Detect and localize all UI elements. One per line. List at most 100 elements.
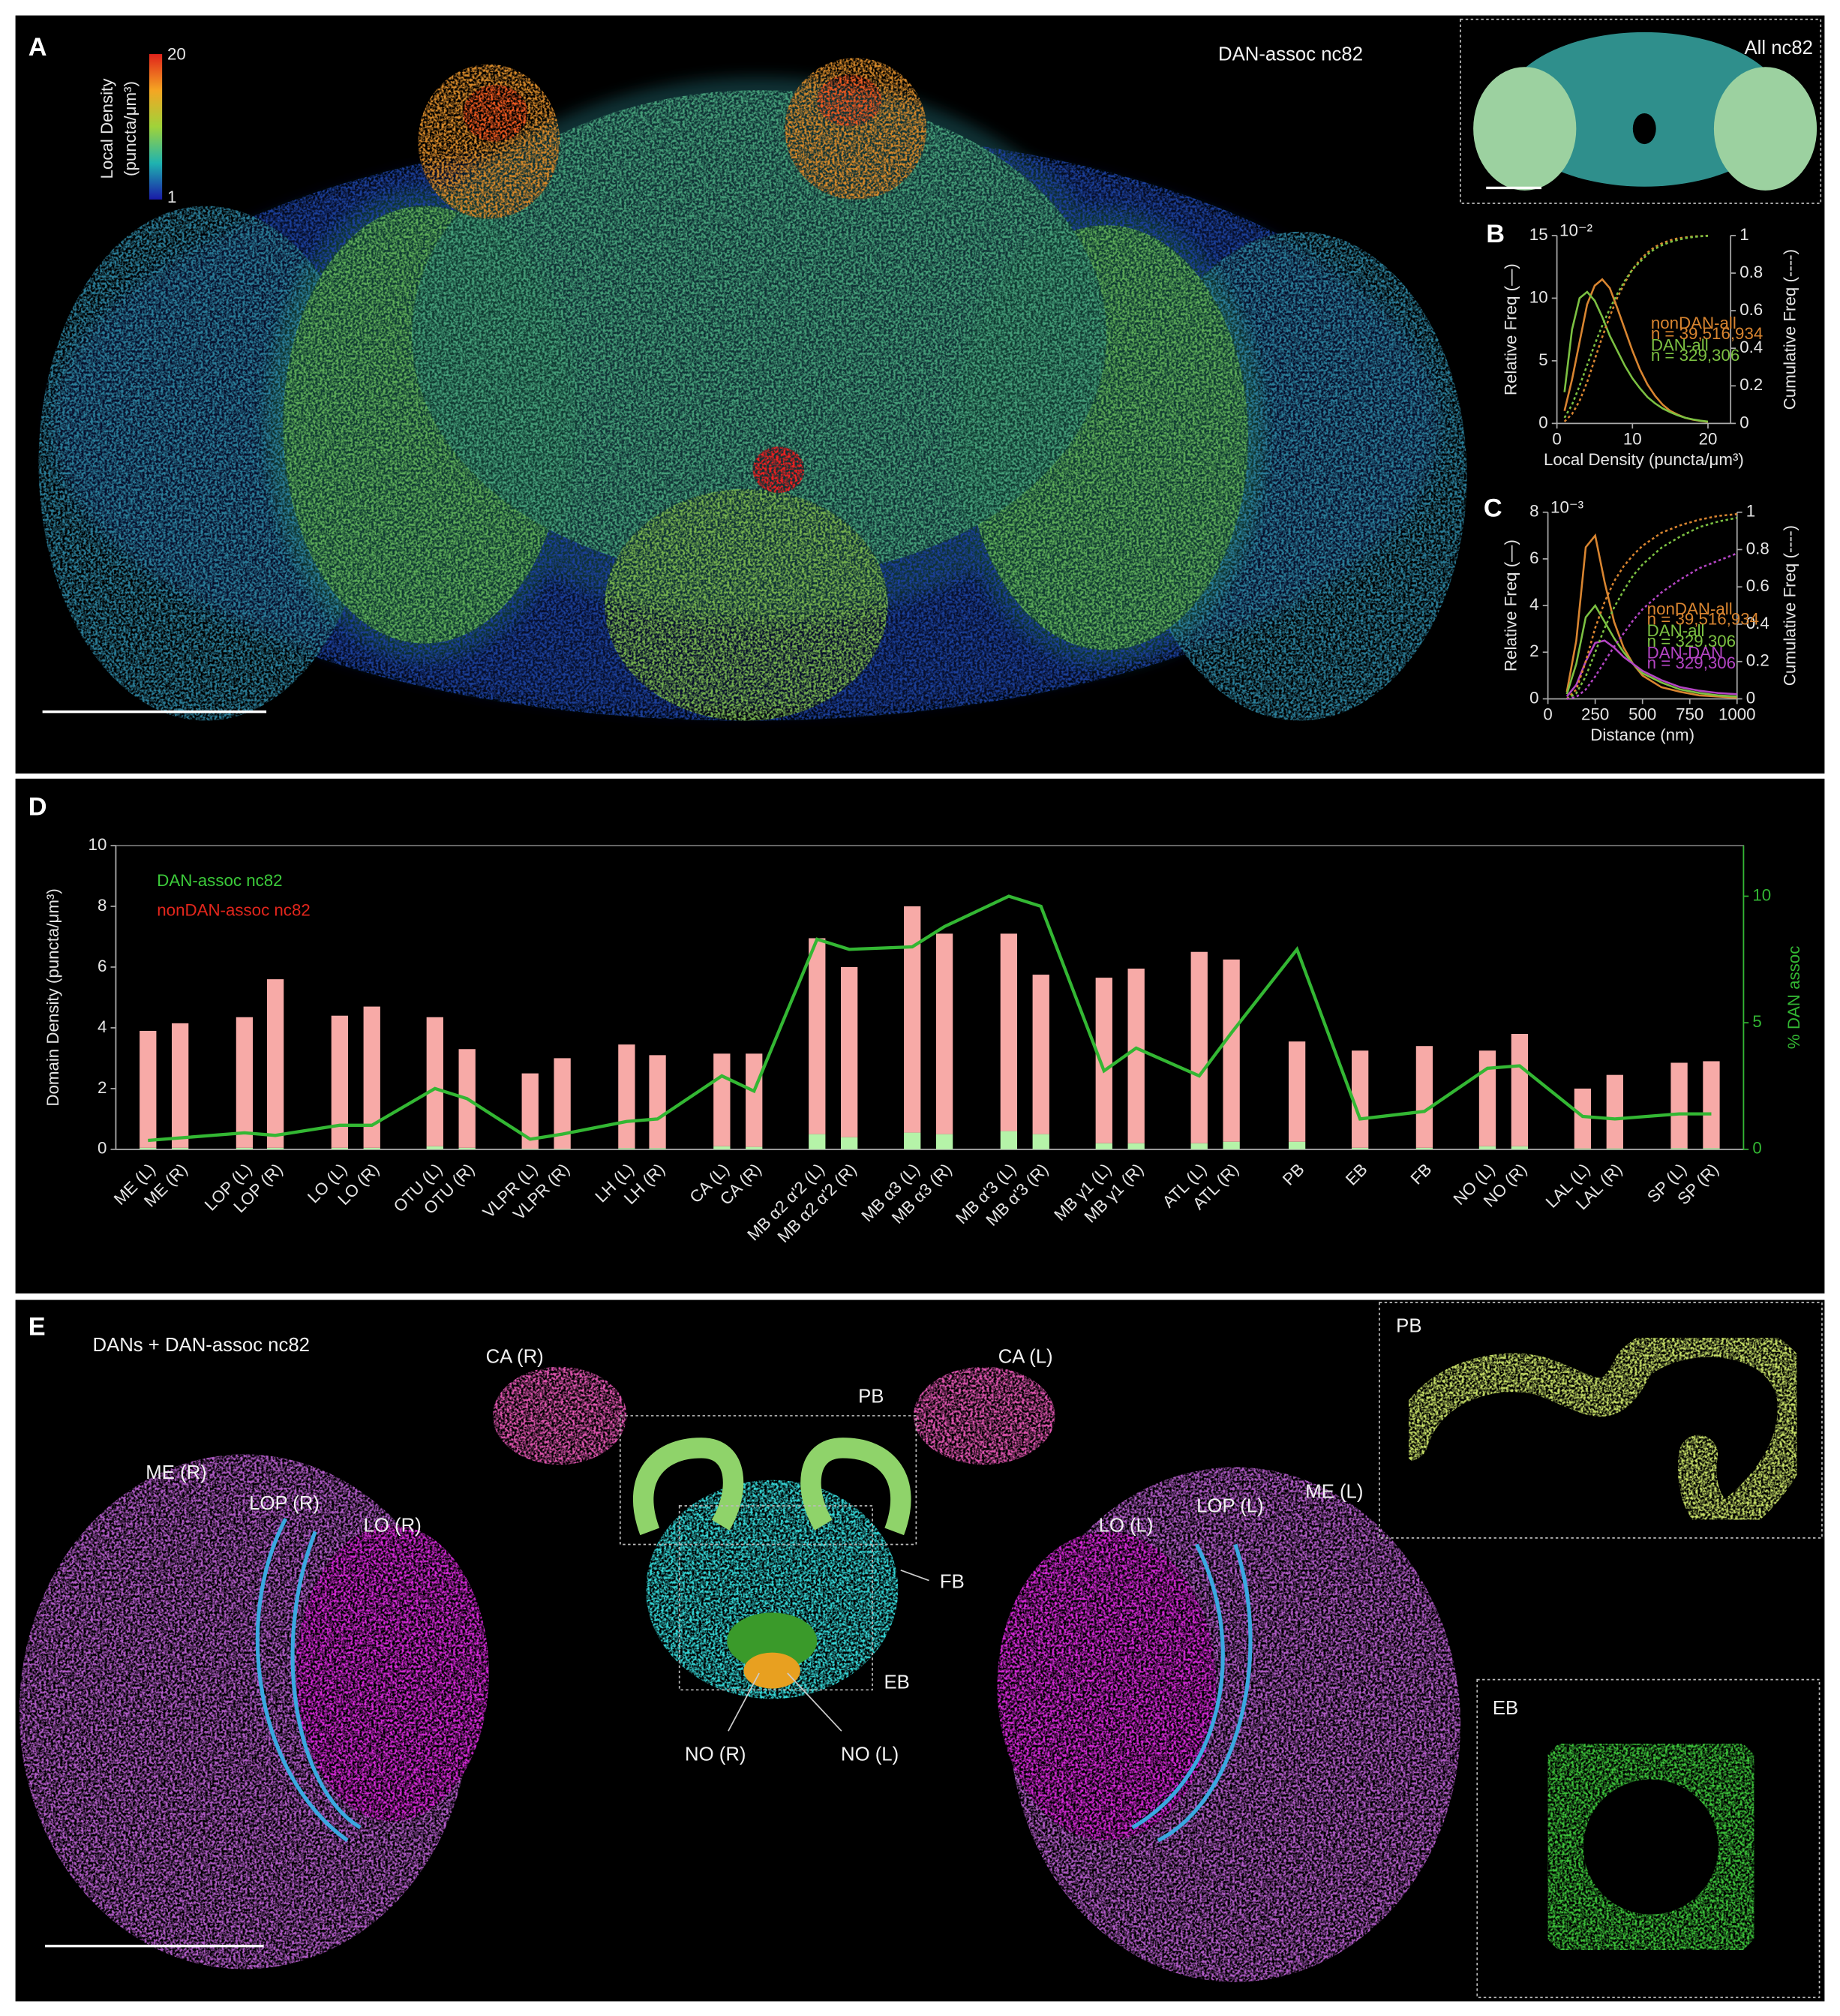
fb — [646, 1480, 899, 1699]
bar-segment — [1190, 1143, 1208, 1149]
y2-tick-label: 0 — [1752, 1139, 1761, 1158]
legend-entry: DAN-assoc nc82 — [157, 871, 282, 890]
x-tick-label: 20 — [1699, 430, 1718, 449]
bar-segment — [1415, 1147, 1433, 1149]
line-series — [1566, 552, 1738, 700]
bar-segment — [1511, 1146, 1529, 1149]
y-tick-label: 4 — [1529, 595, 1538, 614]
bar-segment — [618, 1044, 635, 1149]
bar-segment — [1352, 1050, 1369, 1148]
legend-entry: DAN-DAN — [1647, 643, 1724, 662]
y2-tick-label: 0.4 — [1746, 614, 1769, 632]
pb-left — [632, 1438, 744, 1536]
line-series — [1565, 603, 1737, 698]
bar-segment — [841, 1137, 858, 1149]
line-series — [1565, 533, 1737, 699]
x-tick-label: 10 — [1623, 430, 1642, 449]
bar-segment — [841, 966, 858, 1137]
bar-segment — [618, 1148, 635, 1149]
panel-title: DAN-assoc nc82 — [1218, 44, 1363, 65]
leader-lines — [728, 1569, 929, 1732]
bar-segment — [1095, 978, 1112, 1143]
line-series — [1565, 639, 1737, 698]
y-tick-label: 0 — [1538, 413, 1547, 431]
y-tick-label: 2 — [98, 1078, 107, 1097]
bar-segment — [935, 933, 953, 1134]
region-label: CA (L) — [998, 1347, 1053, 1368]
y2-tick-label: 0.8 — [1746, 539, 1769, 557]
y-axis-label: Domain Density (puncta/μm³) — [44, 888, 62, 1106]
legend-entry: DAN-all — [1647, 621, 1705, 640]
y2-axis-label: Cumulative Freq (----) — [1781, 525, 1799, 686]
bar-segment — [1223, 959, 1240, 1142]
mb-left-hot — [463, 85, 528, 142]
bar-segment — [713, 1146, 731, 1149]
y-tick-label: 0 — [98, 1139, 107, 1158]
panel-letter: E — [29, 1312, 46, 1341]
exponent-label: 10⁻³ — [1550, 497, 1583, 516]
region-label: LOP (L) — [1196, 1496, 1264, 1517]
brain-image — [38, 58, 1467, 721]
y2-tick-label: 10 — [1752, 885, 1771, 904]
bar-segment — [140, 1147, 157, 1149]
pb-box — [619, 1415, 917, 1546]
y2-tick-label: 0.4 — [1739, 338, 1763, 356]
region-label: CA (R) — [486, 1347, 544, 1368]
y-tick-label: 5 — [1538, 350, 1547, 369]
bar-segment — [1127, 1143, 1145, 1149]
bar-segment — [904, 906, 921, 1133]
bar-segment — [1574, 1088, 1592, 1149]
legend-n: n = 39,516,934 — [1647, 610, 1759, 629]
eb-inset-frame — [1476, 1678, 1820, 1999]
bar-segment — [809, 938, 826, 1134]
line-series — [1566, 516, 1738, 700]
bar-segment — [172, 1147, 189, 1149]
bar-segment — [1352, 1147, 1369, 1149]
region-label: NO (R) — [685, 1744, 746, 1765]
eb-inset-image — [1512, 1708, 1790, 1986]
brain-speckle — [38, 58, 1467, 721]
colorbar — [149, 54, 163, 200]
no — [743, 1652, 800, 1689]
line-series — [148, 894, 1712, 1143]
bar-segment — [1670, 1062, 1688, 1149]
bar-segment — [1000, 1131, 1018, 1149]
bar-segment — [1415, 1046, 1433, 1148]
inset-hole — [1632, 113, 1656, 145]
bar-segment — [1478, 1146, 1496, 1149]
y2-axis-label: % DAN assoc — [1784, 946, 1803, 1050]
y2-tick-label: 0.6 — [1746, 576, 1769, 595]
region-label: ME (L) — [1305, 1482, 1363, 1503]
x-axis-label: Local Density (puncta/μm³) — [1544, 450, 1744, 469]
colorbar-max: 20 — [167, 45, 186, 64]
optic-lobes — [19, 1366, 1460, 1982]
inset-right-lobe — [1713, 67, 1817, 191]
bar-segment — [331, 1147, 349, 1149]
pb-right — [800, 1438, 911, 1536]
y-tick-label: 10 — [89, 835, 107, 854]
region-label: FB — [940, 1572, 965, 1593]
mb-right-hot — [817, 74, 882, 127]
region-label: NO (L) — [841, 1744, 899, 1765]
y-tick-label: 2 — [1529, 641, 1538, 660]
exponent-label: 10⁻² — [1559, 221, 1592, 240]
bar-segment — [1703, 1061, 1720, 1149]
y-tick-label: 6 — [98, 957, 107, 975]
y-axis-label: Relative Freq (—) — [1501, 539, 1520, 671]
ventral-speckle — [605, 488, 888, 721]
y2-tick-label: 0 — [1739, 413, 1748, 431]
legend-n: n = 329,306 — [1647, 632, 1736, 650]
legend-n: n = 329,306 — [1647, 653, 1736, 672]
pb-inset-image — [1389, 1318, 1816, 1539]
bar-segment — [746, 1053, 763, 1147]
legend-entry: nonDAN-all — [1647, 599, 1733, 618]
lo-l — [997, 1531, 1217, 1841]
ca-l — [913, 1366, 1055, 1465]
bar-segment — [266, 979, 284, 1148]
inset-central — [1502, 32, 1786, 187]
bar-segment — [266, 1147, 284, 1149]
y2-tick-label: 0.2 — [1746, 651, 1769, 670]
inset-label: PB — [1396, 1315, 1421, 1336]
x-tick-label: 0 — [1543, 705, 1552, 724]
region-label: LOP (R) — [249, 1493, 320, 1514]
